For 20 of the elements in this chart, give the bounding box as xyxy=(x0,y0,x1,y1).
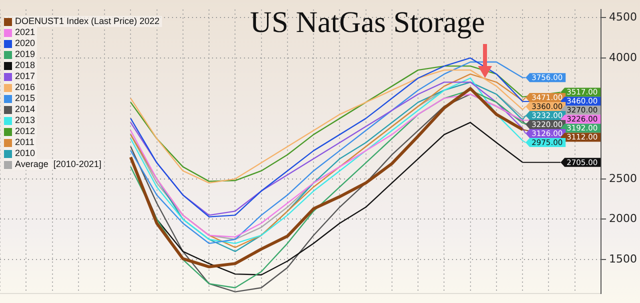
legend-label: Average [2010-2021] xyxy=(15,159,102,170)
chart-title: US NatGas Storage xyxy=(250,6,485,40)
legend-label: 2020 xyxy=(15,38,36,49)
legend-label: 2011 xyxy=(15,137,34,148)
y-tick-label: 4000 xyxy=(609,50,638,64)
legend-label: 2019 xyxy=(15,49,36,60)
legend-label: 2021 xyxy=(15,27,36,38)
legend-label: 2016 xyxy=(15,82,36,93)
y-tick-label: 4500 xyxy=(609,10,638,24)
y-tick-label: 2000 xyxy=(609,212,638,226)
legend-label: 2010 xyxy=(15,148,36,159)
legend-label: DOENUST1 Index (Last Price) 2022 xyxy=(15,16,160,27)
legend-label: 2013 xyxy=(15,115,36,126)
legend-label: 2014 xyxy=(15,104,36,115)
y-tick-label: 1500 xyxy=(609,252,638,266)
legend-label: 2017 xyxy=(15,71,36,82)
legend-label: 2012 xyxy=(15,126,36,137)
y-tick-label: 2500 xyxy=(609,172,638,185)
legend-label: 2015 xyxy=(15,93,36,104)
legend-label: 2018 xyxy=(15,60,36,71)
